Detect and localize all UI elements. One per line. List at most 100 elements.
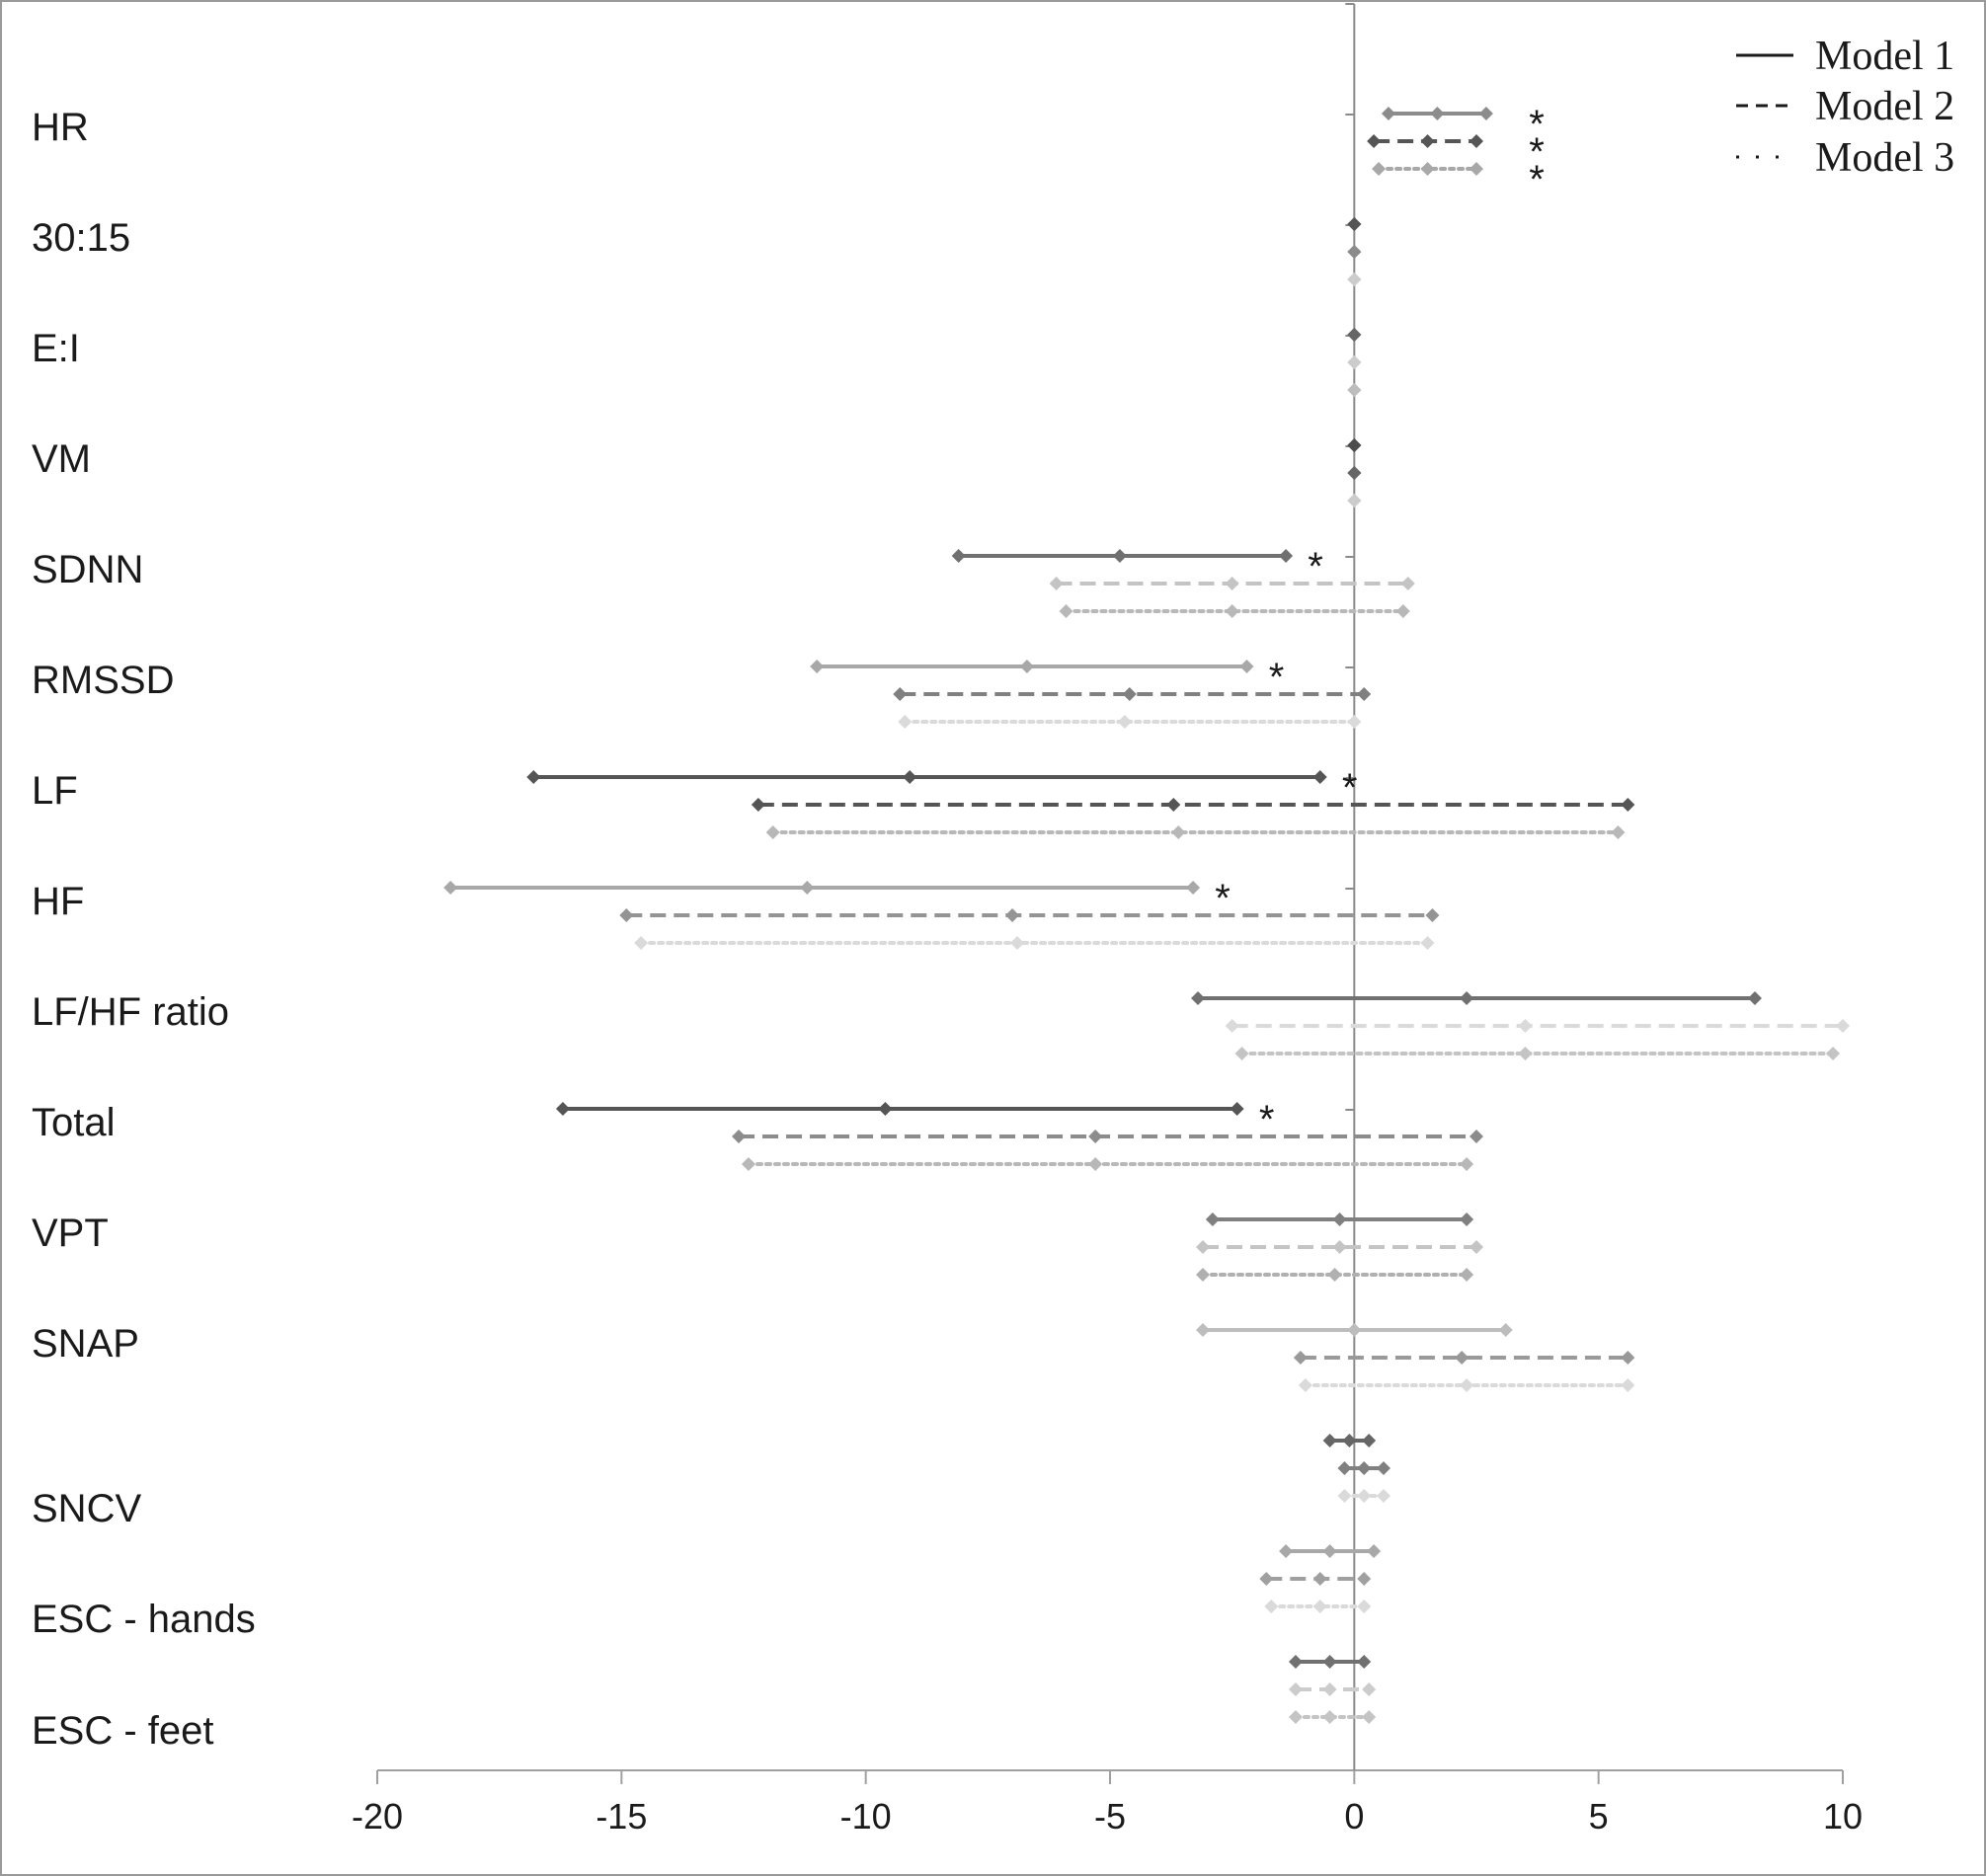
estimate-marker <box>903 770 917 784</box>
category-label: Total <box>32 1101 116 1144</box>
category-labels-group: HR 30:15 E:I VM SDNN RMSSD LF HF LF/HF ratio Tota… <box>32 106 256 1753</box>
ci-upper-marker <box>1420 936 1435 950</box>
ci-lower-marker <box>741 1157 755 1171</box>
ci-upper-marker <box>1498 1323 1513 1337</box>
ci-lower-marker <box>1234 1047 1249 1060</box>
ci-lower-marker <box>1288 1682 1303 1696</box>
category-group: * <box>443 877 1440 950</box>
ci-upper-marker <box>1470 162 1483 176</box>
estimate-marker <box>1019 660 1034 673</box>
estimate-marker <box>1171 825 1186 839</box>
ci-lower-marker <box>1279 1544 1294 1558</box>
ci-lower-marker <box>810 660 825 673</box>
ci-lower-marker <box>1322 1434 1337 1447</box>
estimate-marker <box>1225 577 1239 590</box>
ci-lower-marker <box>1367 134 1382 148</box>
x-tick-label: 10 <box>1823 1796 1863 1837</box>
ci-lower-marker <box>1298 1378 1312 1392</box>
estimate-marker <box>1460 1378 1474 1392</box>
ci-upper-marker <box>1826 1047 1841 1060</box>
x-tick-label: -10 <box>840 1796 892 1837</box>
category-group: * <box>951 545 1415 618</box>
category-label: E:I <box>32 327 80 370</box>
significance-star: * <box>1529 130 1545 174</box>
ci-upper-marker <box>1347 355 1362 369</box>
category-group <box>1191 991 1850 1060</box>
category-label: HF <box>32 880 84 923</box>
ci-lower-marker <box>1195 1323 1210 1337</box>
ci-upper-marker <box>1425 908 1440 922</box>
ci-upper-marker <box>1357 1572 1372 1586</box>
estimate-marker <box>1518 1047 1533 1060</box>
ci-lower-marker <box>1372 162 1387 176</box>
ci-lower-marker <box>1337 1489 1352 1503</box>
estimate-marker <box>1225 604 1239 618</box>
ci-lower-marker <box>732 1130 747 1143</box>
axes-group: -20 -15 -10 -5 0 5 10 <box>352 3 1863 1837</box>
ci-lower-marker <box>898 715 913 729</box>
legend-label: Model 2 <box>1815 84 1954 129</box>
estimate-marker <box>1010 936 1025 950</box>
ci-upper-marker <box>1347 466 1362 480</box>
estimate-marker <box>1357 1489 1372 1503</box>
ci-upper-marker <box>1347 217 1362 231</box>
ci-lower-marker <box>1225 1019 1239 1033</box>
category-label: SDNN <box>32 548 143 591</box>
ci-upper-marker <box>1357 1600 1372 1613</box>
ci-lower-marker <box>1288 1655 1303 1669</box>
ci-lower-marker <box>1059 604 1073 618</box>
category-label: VPT <box>32 1212 109 1255</box>
ci-lower-marker <box>1264 1600 1279 1613</box>
category-group <box>1195 1212 1483 1282</box>
category-group <box>1347 328 1362 397</box>
estimate-marker <box>1332 1212 1347 1226</box>
ci-lower-marker <box>634 936 649 950</box>
x-tick-label: 5 <box>1589 1796 1609 1837</box>
category-label: 30:15 <box>32 216 130 260</box>
category-label: HR <box>32 106 89 149</box>
estimate-marker <box>1327 1268 1342 1282</box>
ci-lower-marker <box>951 549 966 563</box>
ci-upper-marker <box>1347 245 1362 259</box>
ci-upper-marker <box>1239 660 1254 673</box>
estimate-marker <box>1322 1655 1337 1669</box>
ci-upper-marker <box>1470 1240 1483 1254</box>
ci-upper-marker <box>1621 1378 1635 1392</box>
x-tick-label: -20 <box>352 1796 403 1837</box>
estimate-marker <box>1312 1572 1327 1586</box>
estimate-marker <box>1112 549 1127 563</box>
estimate-marker <box>1455 1351 1470 1365</box>
ci-upper-marker <box>1460 1157 1474 1171</box>
ci-lower-marker <box>555 1102 570 1116</box>
ci-lower-marker <box>1191 991 1206 1005</box>
category-label: SNCV <box>32 1487 141 1530</box>
category-label: LF/HF ratio <box>32 990 229 1034</box>
estimate-marker <box>1342 1434 1357 1447</box>
ci-upper-marker <box>1377 1489 1391 1503</box>
significance-star: * <box>1529 158 1545 201</box>
x-tick-label: -15 <box>596 1796 647 1837</box>
ci-lower-marker <box>1381 107 1395 120</box>
ci-upper-marker <box>1357 1655 1372 1669</box>
ci-upper-marker <box>1367 1544 1382 1558</box>
estimate-marker <box>1357 1461 1372 1475</box>
x-tick-label: 0 <box>1344 1796 1364 1837</box>
ci-lower-marker <box>619 908 634 922</box>
estimate-marker <box>1420 162 1435 176</box>
estimate-marker <box>1460 991 1474 1005</box>
category-group: * <box>555 1098 1483 1171</box>
estimate-marker <box>1430 107 1445 120</box>
estimate-marker <box>1005 908 1020 922</box>
ci-upper-marker <box>1611 825 1626 839</box>
ci-upper-marker <box>1362 1434 1377 1447</box>
estimate-marker <box>1322 1710 1337 1724</box>
ci-upper-marker <box>1357 687 1372 701</box>
x-tick-label: -5 <box>1094 1796 1126 1837</box>
estimate-marker <box>1166 798 1181 812</box>
ci-lower-marker <box>1288 1710 1303 1724</box>
category-group: *** <box>1367 103 1545 201</box>
ci-upper-marker <box>1347 494 1362 508</box>
category-group: * <box>810 656 1372 729</box>
ci-upper-marker <box>1347 715 1362 729</box>
